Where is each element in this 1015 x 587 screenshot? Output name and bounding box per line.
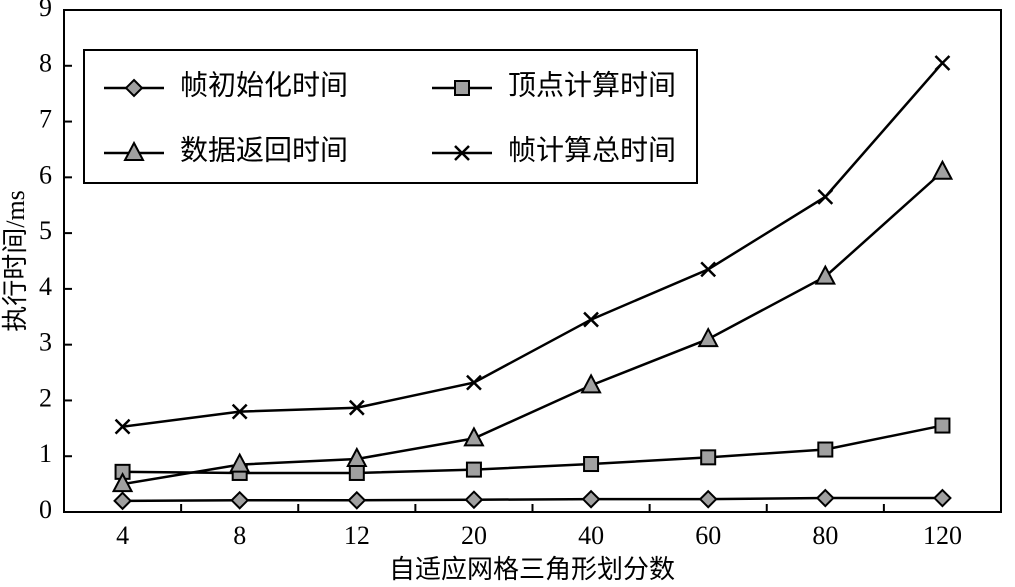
x-tick-label: 60 — [695, 521, 721, 550]
y-tick-label: 6 — [39, 160, 52, 189]
triangle-marker — [931, 159, 954, 180]
x-tick-label: 80 — [812, 521, 838, 550]
series-line — [122, 170, 944, 486]
square-marker — [454, 80, 470, 96]
x-marker — [348, 399, 365, 416]
square-marker — [934, 417, 951, 434]
triangle-marker — [229, 452, 251, 473]
y-tick-label: 2 — [39, 383, 52, 412]
diamond-marker — [124, 78, 144, 98]
y-tick-label: 8 — [39, 49, 52, 78]
legend-box — [83, 49, 698, 184]
square-marker — [465, 461, 482, 478]
square-marker — [348, 464, 365, 481]
x-tick-label: 40 — [578, 521, 604, 550]
series-line — [122, 62, 944, 428]
x-tick-label: 4 — [116, 521, 129, 550]
x-axis-title: 自适应网格三角形划分数 — [389, 555, 675, 584]
legend-label: 顶点计算时间 — [508, 69, 676, 101]
x-marker — [231, 403, 248, 420]
square-marker — [817, 441, 834, 458]
x-marker — [114, 418, 131, 435]
y-tick-label: 0 — [39, 495, 52, 524]
x-marker — [934, 55, 951, 71]
x-tick-label: 20 — [461, 521, 487, 550]
triangle-marker — [346, 446, 368, 468]
square-marker — [583, 456, 600, 473]
legend-label: 帧计算总时间 — [508, 134, 676, 166]
legend-label: 数据返回时间 — [180, 134, 348, 166]
triangle-marker — [697, 326, 719, 348]
y-axis-title: 执行时间/ms — [1, 190, 30, 332]
diamond-marker — [581, 489, 601, 509]
y-tick-label: 5 — [39, 216, 52, 245]
x-tick-label: 120 — [923, 521, 962, 550]
diamond-marker — [698, 489, 718, 509]
diamond-marker — [230, 490, 250, 510]
y-tick-label: 3 — [39, 328, 52, 357]
x-marker — [454, 145, 470, 161]
y-tick-label: 7 — [39, 105, 52, 134]
series-line — [122, 424, 943, 475]
x-marker — [466, 374, 482, 391]
y-tick-label: 9 — [39, 0, 52, 22]
diamond-marker — [933, 488, 952, 508]
series-line — [122, 496, 943, 503]
triangle-marker — [111, 471, 134, 493]
triangle-marker — [580, 373, 602, 394]
y-tick-label: 1 — [39, 439, 52, 468]
square-marker — [700, 449, 717, 466]
diamond-marker — [113, 491, 132, 511]
x-tick-label: 12 — [344, 521, 370, 550]
y-tick-label: 4 — [39, 272, 52, 301]
diamond-marker — [347, 490, 367, 510]
triangle-marker — [123, 140, 145, 161]
x-tick-label: 8 — [233, 521, 246, 550]
triangle-marker — [463, 426, 485, 447]
x-marker — [583, 311, 599, 328]
x-marker — [817, 188, 834, 205]
legend-label: 帧初始化时间 — [180, 69, 348, 101]
diamond-marker — [815, 488, 835, 508]
x-marker — [700, 261, 717, 278]
triangle-marker — [814, 264, 836, 285]
diamond-marker — [464, 490, 484, 510]
